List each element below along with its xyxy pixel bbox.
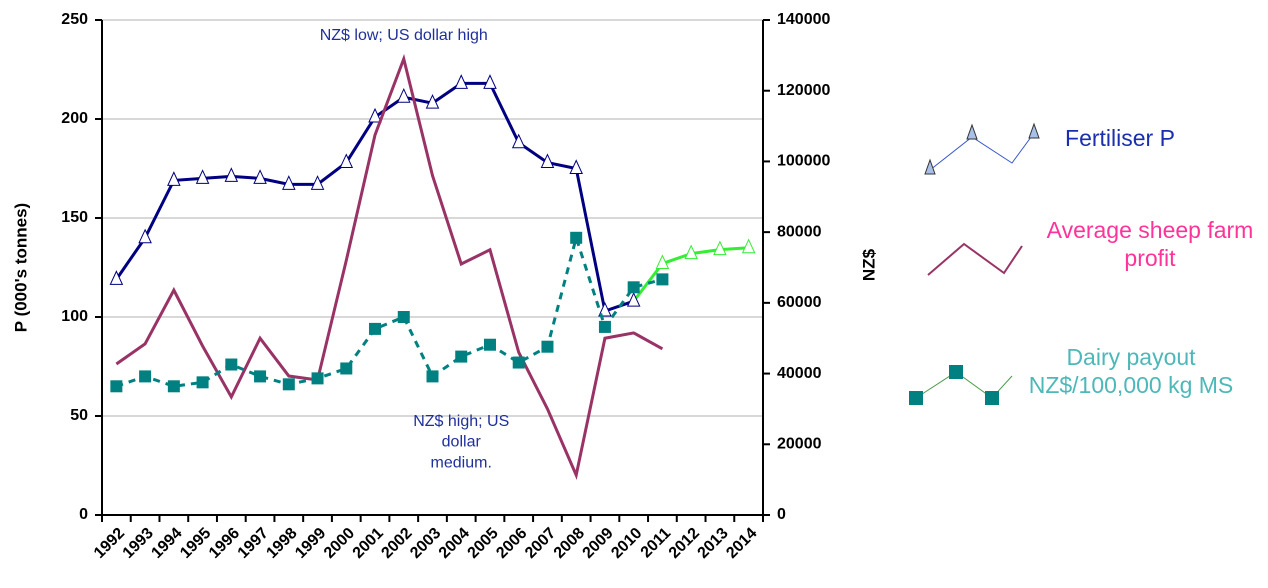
point [569,159,583,174]
y-axis-title: P (000's tonnes) [11,203,30,332]
annotation-line: NZ$ low; US dollar high [320,27,488,44]
point [196,376,209,389]
y2-axis-title: NZ$ [859,248,878,281]
legend-entry: Average sheep farm profit [1046,217,1254,271]
x-tick-label: 2013 [695,525,732,562]
x-tick-label: 2012 [666,525,703,562]
annotation: NZ$ high; US dollar medium. [413,413,509,472]
point [282,175,296,190]
y-tick-label: 150 [61,209,88,226]
y2-tick-label: 100000 [777,153,830,170]
point [397,311,410,323]
x-tick-label: 2010 [608,525,645,562]
point [311,372,324,385]
x-tick-label: 1995 [177,525,214,562]
point [655,254,670,270]
point [225,358,238,371]
annotation-line: NZ$ high; US [413,413,509,430]
y-tick-label: 200 [61,110,88,127]
point [540,153,555,169]
point [254,370,267,383]
series-line [115,232,663,388]
y2-tick-label: 60000 [777,294,822,311]
point [167,380,180,393]
point [684,244,698,260]
x-tick-label: 1994 [148,525,185,562]
y-tick-label: 250 [61,11,88,28]
point [369,322,382,335]
point [483,74,497,89]
x-tick-label: 2002 [378,525,415,562]
point [138,228,152,244]
x-tick-label: 1993 [120,525,157,562]
y-tick-label: 50 [70,407,88,424]
point [713,240,727,256]
annotation: NZ$ low; US dollar high [320,27,488,44]
point [541,340,554,353]
point [139,370,152,383]
point [425,93,440,109]
x-tick-label: 2008 [551,525,588,562]
point [570,231,583,244]
x-tick-label: 2004 [436,525,473,562]
x-tick-label: 1999 [292,525,329,562]
x-tick-label: 2005 [465,525,502,562]
point [627,281,640,294]
point [396,88,411,103]
point [340,362,353,375]
point [282,378,295,391]
x-tick-label: 2014 [723,525,760,562]
point [368,107,382,123]
y2-tick-label: 80000 [777,223,822,240]
point [426,370,439,383]
y2-tick-label: 20000 [777,436,822,453]
point [253,169,267,184]
point [741,238,756,254]
y-tick-label: 100 [61,308,88,325]
x-tick-label: 2003 [407,525,444,562]
x-tick-label: 2007 [522,525,559,562]
x-tick-label: 2011 [638,525,675,562]
y2-tick-label: 0 [777,506,786,523]
point [455,350,468,363]
legend-symbol [927,242,1023,276]
point [167,171,181,186]
x-tick-label: 1992 [91,525,128,562]
legend-symbol [909,365,1013,405]
point [339,153,354,169]
point [224,167,239,182]
point [511,133,526,149]
x-tick-label: 2001 [350,525,387,562]
y-tick-label: 0 [79,506,88,523]
legend-symbol [924,122,1040,175]
point [109,270,124,285]
y2-tick-label: 40000 [777,365,822,382]
x-tick-label: 1996 [206,525,243,562]
x-tick-label: 2009 [580,525,617,562]
y2-tick-label: 140000 [777,11,830,28]
point [512,356,525,369]
x-tick-label: 1998 [263,525,300,562]
point [110,380,123,393]
point [598,301,612,317]
point [598,320,611,333]
x-tick-label: 2000 [321,525,358,562]
x-tick-label: 1997 [235,525,272,562]
y2-tick-label: 120000 [777,82,830,99]
annotation-line: dollar [442,434,482,451]
legend-entry: Fertiliser P [1065,125,1175,151]
point [454,74,469,89]
legend-entry: Dairy payout NZ$/100,000 kg MS [1028,344,1234,398]
point [656,273,669,286]
point [195,169,210,184]
annotation-line: medium. [431,455,492,472]
point [626,291,641,307]
series-line [115,53,664,480]
x-tick-label: 2006 [493,525,530,562]
point [483,338,496,351]
point [310,175,325,190]
